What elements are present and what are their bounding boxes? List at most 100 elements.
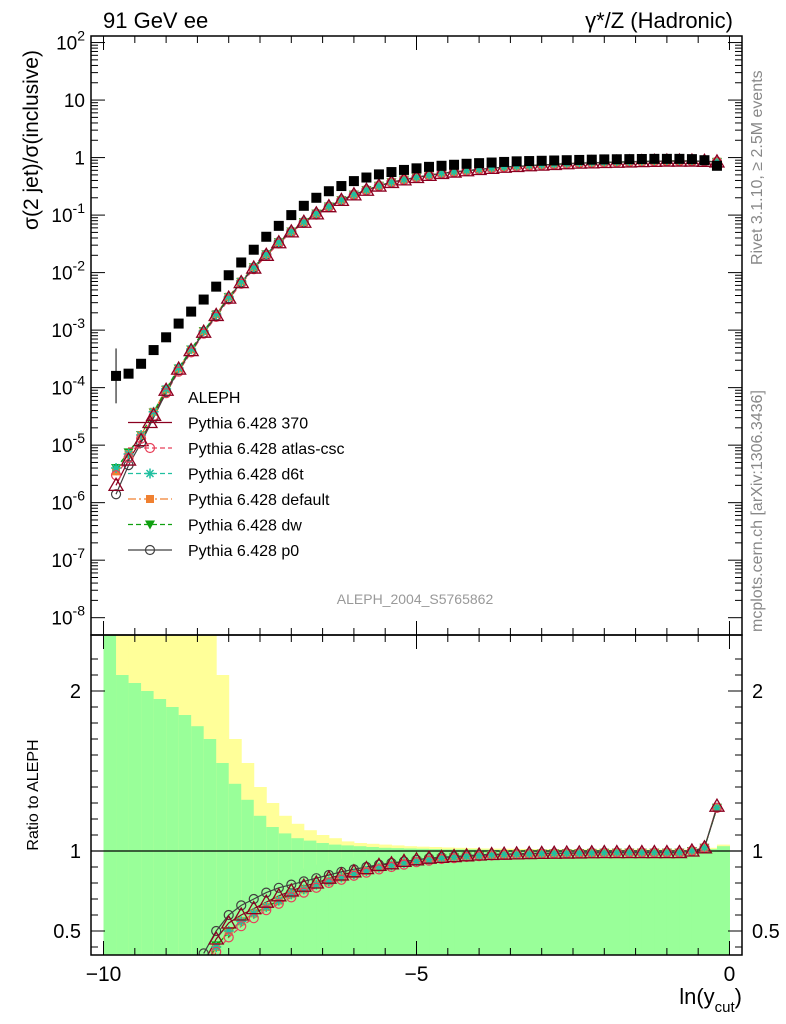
top-y-tick-label: 10-2 [51, 258, 85, 285]
green-band-bin [716, 846, 730, 955]
marker-aleph [298, 200, 309, 211]
marker-aleph [386, 167, 397, 178]
marker-aleph [411, 163, 422, 174]
marker-aleph [449, 159, 460, 170]
marker-aleph [611, 154, 622, 165]
ratio-marker-p370 [621, 844, 638, 859]
green-band-bin [403, 848, 417, 955]
marker-p370 [433, 165, 450, 180]
marker-aleph [461, 158, 472, 169]
marker-d6t [424, 170, 435, 181]
legend-item-d6t-label: Pythia 6.428 d6t [188, 467, 304, 484]
marker-d6t [248, 262, 259, 273]
green-band-bin [266, 827, 280, 955]
ratio-line-atlas [214, 807, 718, 955]
marker-d6t [348, 189, 359, 200]
ratio-marker-d6t [199, 966, 209, 976]
green-band-bin [153, 699, 167, 955]
green-band-bin [141, 691, 155, 955]
ratio-marker-p370 [708, 797, 726, 812]
ratio-marker-p0 [211, 925, 222, 937]
ratio-marker-p370 [383, 855, 400, 870]
marker-p370 [208, 307, 225, 322]
ratio-marker-d6t [411, 856, 422, 867]
marker-p370 [345, 186, 363, 201]
ratio-marker-d6t [586, 847, 597, 858]
marker-p370 [120, 451, 137, 466]
marker-aleph [686, 154, 697, 165]
marker-p370 [370, 177, 388, 192]
legend-item-p370-label: Pythia 6.428 370 [188, 416, 308, 433]
ratio-marker-atlas [236, 921, 247, 932]
marker-aleph [549, 155, 560, 166]
marker-aleph [186, 306, 197, 317]
legend-item-aleph-label: ALEPH [188, 390, 240, 407]
ratio-marker-dw [199, 965, 209, 974]
marker-p370 [145, 407, 162, 421]
ratio-marker-atlas [298, 887, 309, 898]
ratio-marker-p370 [283, 882, 300, 897]
marker-aleph [148, 345, 159, 356]
marker-d6t [436, 168, 447, 179]
ratio-marker-d6t [661, 847, 672, 858]
marker-p370 [170, 360, 187, 375]
marker-aleph [336, 181, 347, 192]
green-band-bin [203, 739, 217, 955]
marker-aleph [236, 257, 247, 268]
marker-aleph [699, 155, 710, 166]
marker-atlas [110, 470, 122, 481]
legend-item-p0-label: Pythia 6.428 p0 [188, 543, 299, 560]
top-y-tick-label: 10-7 [51, 545, 85, 572]
top-y-tick-label: 10-4 [51, 373, 85, 400]
top-y-tick-label: 10-1 [51, 200, 85, 227]
green-band-bin [541, 850, 555, 955]
marker-aleph [323, 186, 334, 197]
ratio-marker-p370 [558, 844, 575, 859]
ratio-marker-p370 [308, 874, 325, 889]
marker-aleph [674, 153, 685, 164]
marker-p370 [283, 223, 300, 238]
ratio-marker-d6t [311, 879, 322, 890]
marker-d6t [499, 162, 510, 173]
ratio-marker-d6t [348, 869, 359, 880]
marker-d6t [373, 180, 384, 191]
marker-aleph [373, 169, 384, 180]
marker-p370 [220, 289, 237, 304]
ratio-marker-p370 [646, 844, 663, 859]
marker-d6t [461, 165, 472, 176]
green-band-bin [341, 845, 355, 955]
marker-aleph [398, 164, 409, 175]
ratio-marker-d6t [436, 853, 447, 864]
green-band-bin [579, 850, 593, 955]
ratio-marker-p370 [233, 906, 250, 921]
ratio-marker-p0 [261, 887, 272, 898]
analysis-watermark: ALEPH_2004_S5765862 [337, 591, 494, 607]
ratio-marker-p370 [370, 857, 388, 872]
green-band-bin [391, 848, 405, 955]
x-tick-label: −10 [86, 963, 122, 986]
green-band-bin [704, 849, 718, 955]
marker-aleph [261, 231, 272, 242]
ratio-marker-d6t [611, 847, 622, 858]
green-band-bin [479, 849, 493, 955]
marker-d6t [111, 463, 122, 474]
marker-d6t [449, 166, 460, 177]
marker-aleph [136, 358, 147, 369]
legend-item-atlas-label: Pythia 6.428 atlas-csc [188, 441, 345, 458]
green-band-bin [641, 850, 655, 955]
ratio-marker-d6t [298, 884, 309, 895]
green-band-bin [616, 850, 630, 955]
ratio-marker-atlas [411, 857, 422, 868]
ratio-marker-d6t [511, 849, 522, 860]
ratio-marker-p370 [583, 844, 600, 859]
ratio-marker-atlas [273, 898, 284, 909]
marker-d6t [486, 163, 497, 174]
marker-aleph [649, 153, 660, 164]
rivet-version-label: Rivet 3.1.10, ≥ 2.5M events [749, 70, 766, 265]
marker-aleph [661, 153, 672, 164]
marker-p370 [270, 234, 287, 249]
marker-p370 [183, 342, 200, 357]
marker-aleph [123, 368, 134, 379]
ratio-y-tick-label: 1 [70, 841, 81, 863]
marker-d6t [361, 184, 372, 195]
